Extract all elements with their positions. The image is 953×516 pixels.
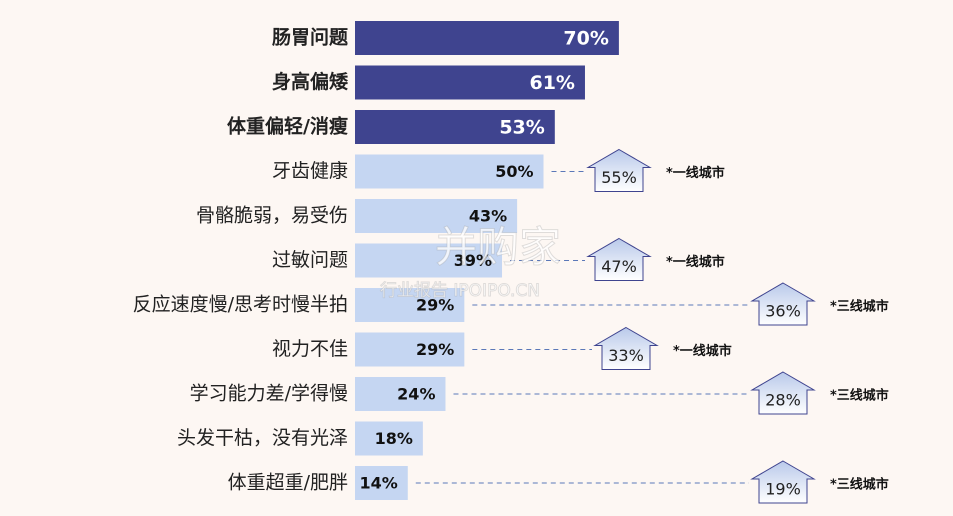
value-label: 43% [469,207,507,226]
bar [355,332,465,367]
category-label: 视力不佳 [272,338,348,360]
category-label: 学习能力差/学得慢 [190,383,348,405]
callout-arrow [586,148,652,192]
callout-value: 19% [765,480,801,499]
category-label: 骨骼脆弱，易受伤 [196,205,348,227]
callout-note: *三线城市 [830,299,889,315]
category-label: 身高偏矮 [272,70,349,93]
bar [355,288,465,322]
callout-value: 47% [601,257,637,276]
callout-arrow [750,282,816,326]
callout-value: 33% [608,346,644,365]
value-label: 70% [563,28,608,50]
value-label: 18% [375,429,413,448]
bar [355,199,518,233]
bar [355,21,619,55]
value-label: 53% [499,117,544,139]
bar [355,65,585,100]
watermark-subtitle: 行业报告 IPOIPO.CN [380,281,540,301]
callout-arrow [750,371,816,415]
value-label: 29% [416,296,454,315]
bar [355,377,446,411]
callout-arrow [586,237,652,281]
bar [355,243,503,278]
callout-arrow [593,326,659,370]
value-label: 29% [416,340,454,359]
callout-note: *一线城市 [666,254,725,270]
callout-value: 36% [765,302,801,321]
callout-note: *三线城市 [830,477,889,493]
callout-value: 55% [601,168,637,187]
callout-value: 28% [765,391,801,410]
value-label: 14% [359,474,397,493]
bar [355,154,544,189]
category-label: 体重超重/肥胖 [228,472,348,494]
bar [355,110,555,144]
category-label: 过敏问题 [272,249,348,271]
callout-arrow [750,460,816,504]
callout-note: *三线城市 [830,388,889,404]
category-label: 牙齿健康 [272,160,348,182]
callout-note: *一线城市 [666,165,725,181]
watermark-title: 并购家 [435,223,561,272]
value-label: 39% [454,251,492,270]
bar [355,421,423,456]
category-label: 体重偏轻/消瘦 [227,115,348,138]
category-label: 反应速度慢/思考时慢半拍 [133,294,348,316]
value-label: 50% [495,162,533,181]
value-label: 24% [397,385,435,404]
category-label: 肠胃问题 [272,27,348,49]
callout-note: *一线城市 [673,343,732,359]
bar [355,466,408,500]
value-label: 61% [529,72,574,94]
category-label: 头发干枯，没有光泽 [177,427,348,449]
